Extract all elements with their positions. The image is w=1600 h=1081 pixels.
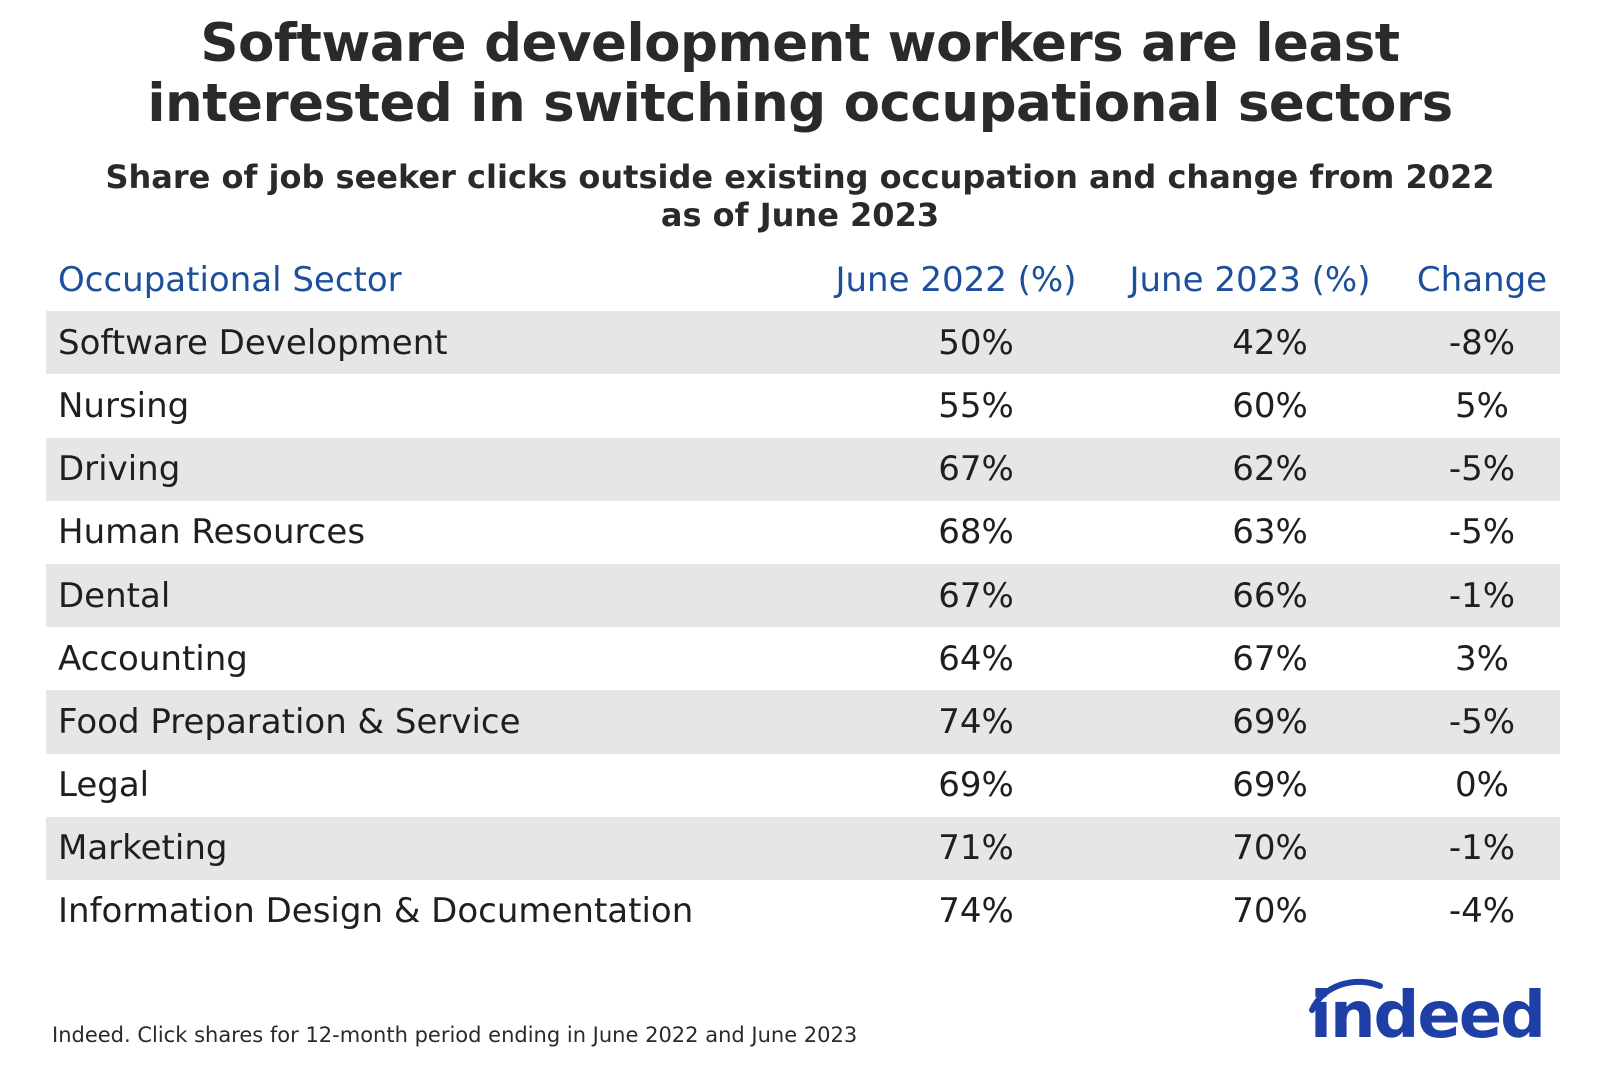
chart-subtitle-line-1: Share of job seeker clicks outside exist… xyxy=(105,158,1495,196)
cell-june-2023: 70% xyxy=(1232,891,1308,932)
cell-june-2023: 42% xyxy=(1232,322,1308,363)
chart-title: Software development workers are least i… xyxy=(0,14,1600,134)
table-row: Human Resources 68% 63% -5% xyxy=(46,501,1560,564)
cell-june-2022: 68% xyxy=(938,512,1014,553)
cell-june-2022: 67% xyxy=(938,575,1014,616)
data-table: Occupational Sector June 2022 (%) June 2… xyxy=(46,248,1560,943)
table-header-row: Occupational Sector June 2022 (%) June 2… xyxy=(46,248,1560,311)
table-row: Marketing 71% 70% -1% xyxy=(46,816,1560,880)
cell-sector: Human Resources xyxy=(58,512,366,553)
column-header-june-2022: June 2022 (%) xyxy=(835,259,1077,300)
cell-june-2022: 71% xyxy=(938,828,1014,869)
table-row: Food Preparation & Service 74% 69% -5% xyxy=(46,690,1560,754)
chart-subtitle-line-2: as of June 2023 xyxy=(660,196,940,234)
table-row: Software Development 50% 42% -8% xyxy=(46,311,1560,375)
table-row: Legal 69% 69% 0% xyxy=(46,754,1560,817)
cell-change: -1% xyxy=(1448,828,1516,869)
cell-change: 0% xyxy=(1455,765,1509,806)
cell-june-2022: 74% xyxy=(938,891,1014,932)
cell-sector: Legal xyxy=(58,765,150,806)
indeed-logo-text: indeed xyxy=(1310,979,1546,1053)
source-note: Indeed. Click shares for 12-month period… xyxy=(52,1023,858,1047)
cell-change: -1% xyxy=(1448,575,1516,616)
cell-june-2023: 70% xyxy=(1232,828,1308,869)
table-row: Accounting 64% 67% 3% xyxy=(46,627,1560,690)
cell-june-2023: 60% xyxy=(1232,385,1308,426)
cell-june-2022: 69% xyxy=(938,765,1014,806)
table-row: Nursing 55% 60% 5% xyxy=(46,374,1560,437)
cell-change: -4% xyxy=(1448,891,1516,932)
cell-sector: Food Preparation & Service xyxy=(58,701,521,742)
cell-june-2022: 50% xyxy=(938,322,1014,363)
cell-sector: Software Development xyxy=(58,322,448,363)
chart-title-line-2: interested in switching occupational sec… xyxy=(147,73,1453,134)
cell-june-2023: 69% xyxy=(1232,765,1308,806)
table-row: Information Design & Documentation 74% 70%… xyxy=(46,880,1560,943)
cell-change: -5% xyxy=(1448,449,1516,490)
column-header-sector: Occupational Sector xyxy=(58,259,402,300)
cell-june-2023: 62% xyxy=(1232,449,1308,490)
cell-change: -8% xyxy=(1448,322,1516,363)
cell-change: 3% xyxy=(1455,638,1509,679)
cell-june-2023: 63% xyxy=(1232,512,1308,553)
table-row: Driving 67% 62% -5% xyxy=(46,437,1560,501)
column-header-change: Change xyxy=(1416,259,1548,300)
cell-sector: Nursing xyxy=(58,385,190,426)
cell-sector: Driving xyxy=(58,449,181,490)
cell-change: 5% xyxy=(1455,385,1509,426)
cell-sector: Marketing xyxy=(58,828,228,869)
column-header-june-2023: June 2023 (%) xyxy=(1129,259,1371,300)
cell-june-2022: 67% xyxy=(938,449,1014,490)
cell-june-2022: 55% xyxy=(938,385,1014,426)
cell-june-2023: 66% xyxy=(1232,575,1308,616)
cell-change: -5% xyxy=(1448,512,1516,553)
cell-change: -5% xyxy=(1448,701,1516,742)
table-body: Software Development 50% 42% -8% Nursing 55% 6… xyxy=(46,311,1560,943)
cell-sector: Dental xyxy=(58,575,171,616)
cell-sector: Accounting xyxy=(58,638,248,679)
cell-june-2023: 67% xyxy=(1232,638,1308,679)
chart-title-line-1: Software development workers are least xyxy=(200,13,1400,74)
indeed-arc-icon xyxy=(1309,978,1383,1013)
chart-subtitle: Share of job seeker clicks outside exist… xyxy=(0,158,1600,234)
indeed-logo: indeed xyxy=(1306,976,1558,1056)
table-row: Dental 67% 66% -1% xyxy=(46,563,1560,628)
cell-sector: Information Design & Documentation xyxy=(58,891,694,932)
cell-june-2023: 69% xyxy=(1232,701,1308,742)
cell-june-2022: 64% xyxy=(938,638,1014,679)
cell-june-2022: 74% xyxy=(938,701,1014,742)
